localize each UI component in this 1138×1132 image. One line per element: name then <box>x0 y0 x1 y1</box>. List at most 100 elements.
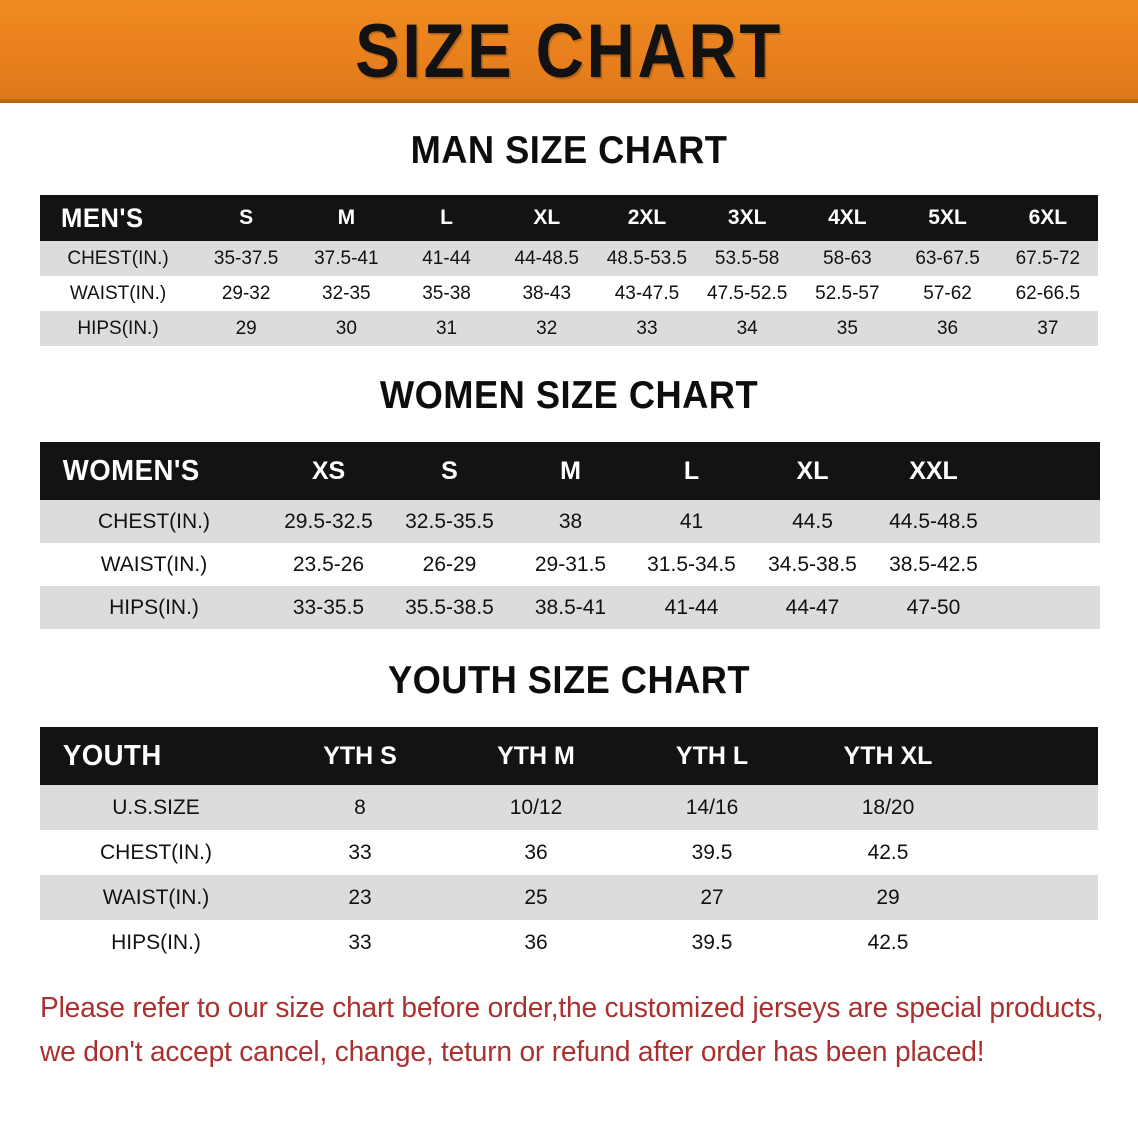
youth-corner-label: YOUTH <box>62 739 162 772</box>
table-cell: 36 <box>936 317 959 339</box>
table-cell: 31 <box>435 317 458 339</box>
men-corner-label: MEN'S <box>61 202 144 233</box>
women-row-waist-label: WAIST(IN.) <box>100 552 208 576</box>
table-cell-spacer <box>994 500 1100 543</box>
table-cell: 23 <box>348 885 372 909</box>
youth-table-head: YOUTH YTH S YTH M YTH L YTH XL <box>40 727 1098 785</box>
table-cell-spacer <box>976 785 1098 830</box>
men-row-hips-label: HIPS(IN.) <box>77 317 159 339</box>
table-cell: 29.5-32.5 <box>284 509 373 533</box>
table-cell-spacer <box>994 543 1100 586</box>
disclaimer-line-2: we don't accept cancel, change, teturn o… <box>40 1035 985 1068</box>
table-cell: 63-67.5 <box>915 247 980 269</box>
table-cell: 18/20 <box>861 795 915 819</box>
table-cell-spacer <box>976 920 1098 965</box>
women-col-l: L <box>683 456 700 485</box>
table-row: CHEST(IN.) 29.5-32.5 32.5-35.5 38 41 44.… <box>40 500 1100 543</box>
table-cell: 8 <box>354 795 366 819</box>
table-cell: 33 <box>348 930 372 954</box>
women-row-chest-label: CHEST(IN.) <box>98 509 210 533</box>
youth-table-body: U.S.SIZE 8 10/12 14/16 18/20 CHEST(IN.) … <box>40 785 1098 965</box>
men-col-l: L <box>440 206 453 229</box>
table-cell: 34 <box>736 317 758 339</box>
banner-title: SIZE CHART <box>355 8 783 94</box>
women-corner-label: WOMEN'S <box>62 454 200 487</box>
table-cell: 23.5-26 <box>292 552 365 576</box>
table-cell: 31.5-34.5 <box>647 552 736 576</box>
table-cell: 29-31.5 <box>534 552 607 576</box>
table-cell: 25 <box>524 885 548 909</box>
table-cell-spacer <box>976 875 1098 920</box>
table-cell: 32-35 <box>322 282 371 304</box>
table-cell: 58-63 <box>823 247 872 269</box>
table-row: HIPS(IN.) 33-35.5 35.5-38.5 38.5-41 41-4… <box>40 586 1100 629</box>
banner: SIZE CHART <box>0 0 1138 103</box>
women-table-head: WOMEN'S XS S M L XL XXL <box>40 442 1100 500</box>
table-cell: 41 <box>679 509 704 533</box>
men-col-6xl: 6XL <box>1028 206 1068 229</box>
table-cell: 47.5-52.5 <box>707 282 788 304</box>
table-cell: 67.5-72 <box>1015 247 1081 269</box>
youth-row-ussize-label: U.S.SIZE <box>112 795 200 819</box>
table-cell: 35-38 <box>422 282 471 304</box>
men-table-container: MEN'S S M L XL 2XL 3XL 4XL 5XL 6XL CHEST… <box>40 195 1098 346</box>
women-col-xs: XS <box>311 456 346 485</box>
table-cell: 37 <box>1037 317 1059 339</box>
youth-col-yth-l: YTH L <box>675 741 749 770</box>
men-table-body: CHEST(IN.) 35-37.5 37.5-41 41-44 44-48.5… <box>40 241 1098 346</box>
men-size-table: MEN'S S M L XL 2XL 3XL 4XL 5XL 6XL CHEST… <box>40 195 1098 346</box>
table-cell: 33 <box>636 317 658 339</box>
table-cell: 39.5 <box>691 840 733 864</box>
table-cell: 35.5-38.5 <box>405 595 494 619</box>
table-cell: 29-32 <box>221 282 271 304</box>
table-cell: 14/16 <box>685 795 739 819</box>
table-header-row: WOMEN'S XS S M L XL XXL <box>40 442 1100 500</box>
men-table-head: MEN'S S M L XL 2XL 3XL 4XL 5XL 6XL <box>40 195 1098 241</box>
men-col-s: S <box>239 206 254 229</box>
youth-row-chest-label: CHEST(IN.) <box>100 840 212 864</box>
youth-col-spacer <box>976 727 1098 785</box>
women-table-body: CHEST(IN.) 29.5-32.5 32.5-35.5 38 41 44.… <box>40 500 1100 629</box>
table-row: U.S.SIZE 8 10/12 14/16 18/20 <box>40 785 1098 830</box>
women-row-hips-label: HIPS(IN.) <box>109 595 199 619</box>
table-cell: 34.5-38.5 <box>768 552 857 576</box>
table-cell: 37.5-41 <box>314 247 379 269</box>
table-cell: 32.5-35.5 <box>405 509 494 533</box>
women-table-container: WOMEN'S XS S M L XL XXL CHEST(IN.) 29.5-… <box>40 442 1100 629</box>
table-cell-spacer <box>976 830 1098 875</box>
disclaimer-text: Please refer to our size chart before or… <box>40 987 1104 1074</box>
table-cell: 36 <box>524 840 548 864</box>
table-cell: 62-66.5 <box>1015 282 1081 304</box>
table-cell: 38 <box>558 509 583 533</box>
table-cell: 38.5-41 <box>534 595 607 619</box>
table-row: HIPS(IN.) 33 36 39.5 42.5 <box>40 920 1098 965</box>
table-row: HIPS(IN.) 29 30 31 32 33 34 35 36 37 <box>40 311 1098 346</box>
youth-section-title: YOUTH SIZE CHART <box>387 659 751 702</box>
men-row-chest-label: CHEST(IN.) <box>67 247 169 269</box>
youth-col-yth-s: YTH S <box>323 741 397 770</box>
men-col-xl: XL <box>533 206 561 229</box>
table-cell: 29 <box>235 317 257 339</box>
men-section-title: MAN SIZE CHART <box>410 129 728 172</box>
table-cell: 26-29 <box>422 552 477 576</box>
men-col-4xl: 4XL <box>828 206 867 229</box>
table-cell: 30 <box>335 317 357 339</box>
men-col-3xl: 3XL <box>727 206 767 229</box>
men-col-m: M <box>337 206 356 229</box>
women-col-xl: XL <box>796 456 829 485</box>
table-cell: 33 <box>348 840 372 864</box>
table-header-row: MEN'S S M L XL 2XL 3XL 4XL 5XL 6XL <box>40 195 1098 241</box>
table-cell: 32 <box>536 317 558 339</box>
table-header-row: YOUTH YTH S YTH M YTH L YTH XL <box>40 727 1098 785</box>
table-cell: 44.5 <box>792 509 833 533</box>
table-cell-spacer <box>994 586 1100 629</box>
disclaimer-line-1: Please refer to our size chart before or… <box>40 992 1104 1024</box>
table-cell: 42.5 <box>867 840 909 864</box>
table-row: WAIST(IN.) 23.5-26 26-29 29-31.5 31.5-34… <box>40 543 1100 586</box>
table-cell: 33-35.5 <box>292 595 365 619</box>
youth-col-yth-m: YTH M <box>497 741 575 770</box>
table-cell: 27 <box>700 885 724 909</box>
table-cell: 44.5-48.5 <box>889 509 978 533</box>
table-cell: 29 <box>876 885 900 909</box>
